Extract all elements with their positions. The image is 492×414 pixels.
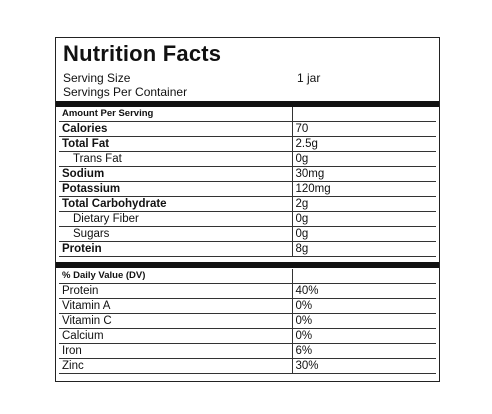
table-row: Vitamin C 0% bbox=[59, 313, 436, 329]
amount-header-row: Amount Per Serving bbox=[59, 107, 436, 122]
table-row: Calories 70 bbox=[59, 121, 436, 137]
table-row: Trans Fat 0g bbox=[59, 151, 436, 167]
daily-value-table: % Daily Value (DV) Protein 40% Vitamin A… bbox=[59, 269, 436, 374]
dv-name: Iron bbox=[59, 343, 292, 359]
dv-header: % Daily Value (DV) bbox=[59, 269, 292, 284]
nutrient-name: Sodium bbox=[59, 166, 292, 182]
nutrient-value: 0g bbox=[291, 151, 436, 167]
table-row: Sugars 0g bbox=[59, 226, 436, 242]
table-row: Total Carbohydrate 2g bbox=[59, 196, 436, 212]
divider-bar-bottom bbox=[56, 262, 439, 268]
divider-bar-top bbox=[56, 101, 439, 107]
table-row: Zinc 30% bbox=[59, 358, 436, 374]
serving-size-label: Serving Size bbox=[63, 71, 131, 85]
nutrient-value: 0g bbox=[291, 211, 436, 227]
dv-name: Calcium bbox=[59, 328, 292, 344]
table-row: Sodium 30mg bbox=[59, 166, 436, 182]
dv-value: 6% bbox=[291, 343, 436, 359]
nutrient-name: Calories bbox=[59, 121, 292, 137]
nutrient-name: Total Fat bbox=[59, 136, 292, 152]
nutrients-table: Amount Per Serving Calories 70 Total Fat… bbox=[59, 107, 436, 257]
dv-name: Zinc bbox=[59, 358, 292, 374]
dv-header-row: % Daily Value (DV) bbox=[59, 269, 436, 284]
nutrient-value: 8g bbox=[291, 241, 436, 257]
nutrient-name: Sugars bbox=[59, 226, 292, 242]
table-row: Potassium 120mg bbox=[59, 181, 436, 197]
dv-value: 40% bbox=[291, 283, 436, 299]
nutrient-value: 30mg bbox=[291, 166, 436, 182]
nutrient-value: 70 bbox=[291, 121, 436, 137]
dv-name: Protein bbox=[59, 283, 292, 299]
nutrient-name: Total Carbohydrate bbox=[59, 196, 292, 212]
serving-size-value: 1 jar bbox=[297, 71, 321, 85]
nutrient-value: 2.5g bbox=[291, 136, 436, 152]
nutrient-name: Trans Fat bbox=[59, 151, 292, 167]
nutrient-name: Dietary Fiber bbox=[59, 211, 292, 227]
dv-value: 30% bbox=[291, 358, 436, 374]
table-row: Dietary Fiber 0g bbox=[59, 211, 436, 227]
table-row: Protein 8g bbox=[59, 241, 436, 257]
dv-name: Vitamin C bbox=[59, 313, 292, 329]
table-row: Total Fat 2.5g bbox=[59, 136, 436, 152]
nutrient-value: 0g bbox=[291, 226, 436, 242]
dv-value: 0% bbox=[291, 328, 436, 344]
table-row: Vitamin A 0% bbox=[59, 298, 436, 314]
nutrition-facts-label: Nutrition Facts Serving Size 1 jar Servi… bbox=[55, 37, 440, 382]
label-title: Nutrition Facts bbox=[63, 41, 222, 66]
servings-per-container-label: Servings Per Container bbox=[63, 85, 188, 99]
nutrient-value: 2g bbox=[291, 196, 436, 212]
table-row: Calcium 0% bbox=[59, 328, 436, 344]
nutrient-name: Protein bbox=[59, 241, 292, 257]
dv-name: Vitamin A bbox=[59, 298, 292, 314]
nutrient-value: 120mg bbox=[291, 181, 436, 197]
dv-value: 0% bbox=[291, 313, 436, 329]
table-row: Iron 6% bbox=[59, 343, 436, 359]
table-row: Protein 40% bbox=[59, 283, 436, 299]
amount-header: Amount Per Serving bbox=[59, 107, 292, 122]
dv-value: 0% bbox=[291, 298, 436, 314]
nutrient-name: Potassium bbox=[59, 181, 292, 197]
